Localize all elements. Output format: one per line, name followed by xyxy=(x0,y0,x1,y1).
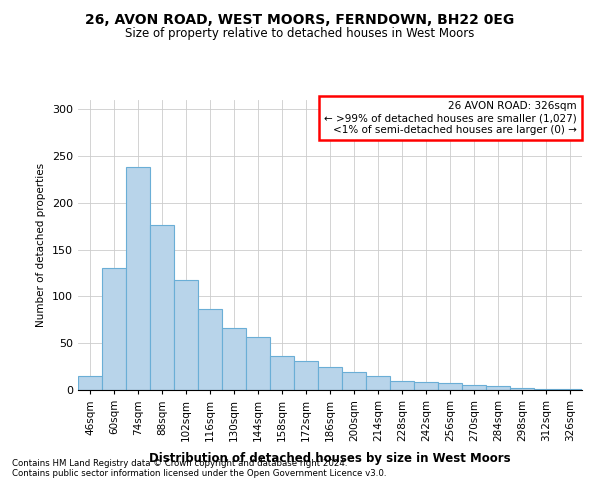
Text: Contains public sector information licensed under the Open Government Licence v3: Contains public sector information licen… xyxy=(12,468,386,477)
Bar xyxy=(102,268,126,390)
Bar xyxy=(270,356,294,390)
Text: 26 AVON ROAD: 326sqm
← >99% of detached houses are smaller (1,027)
<1% of semi-d: 26 AVON ROAD: 326sqm ← >99% of detached … xyxy=(324,102,577,134)
Bar xyxy=(222,328,246,390)
Bar xyxy=(366,376,390,390)
Bar xyxy=(438,384,462,390)
Bar xyxy=(510,388,534,390)
Bar xyxy=(246,336,270,390)
Bar xyxy=(462,386,486,390)
Text: 26, AVON ROAD, WEST MOORS, FERNDOWN, BH22 0EG: 26, AVON ROAD, WEST MOORS, FERNDOWN, BH2… xyxy=(85,12,515,26)
X-axis label: Distribution of detached houses by size in West Moors: Distribution of detached houses by size … xyxy=(149,452,511,466)
Y-axis label: Number of detached properties: Number of detached properties xyxy=(37,163,46,327)
Bar xyxy=(78,376,102,390)
Bar xyxy=(318,366,342,390)
Bar xyxy=(342,372,366,390)
Text: Contains HM Land Registry data © Crown copyright and database right 2024.: Contains HM Land Registry data © Crown c… xyxy=(12,458,347,468)
Bar xyxy=(390,380,414,390)
Bar xyxy=(558,389,582,390)
Bar xyxy=(534,389,558,390)
Bar xyxy=(126,168,150,390)
Bar xyxy=(150,226,174,390)
Bar xyxy=(198,308,222,390)
Bar xyxy=(486,386,510,390)
Bar xyxy=(414,382,438,390)
Bar xyxy=(174,280,198,390)
Text: Size of property relative to detached houses in West Moors: Size of property relative to detached ho… xyxy=(125,28,475,40)
Bar xyxy=(294,361,318,390)
